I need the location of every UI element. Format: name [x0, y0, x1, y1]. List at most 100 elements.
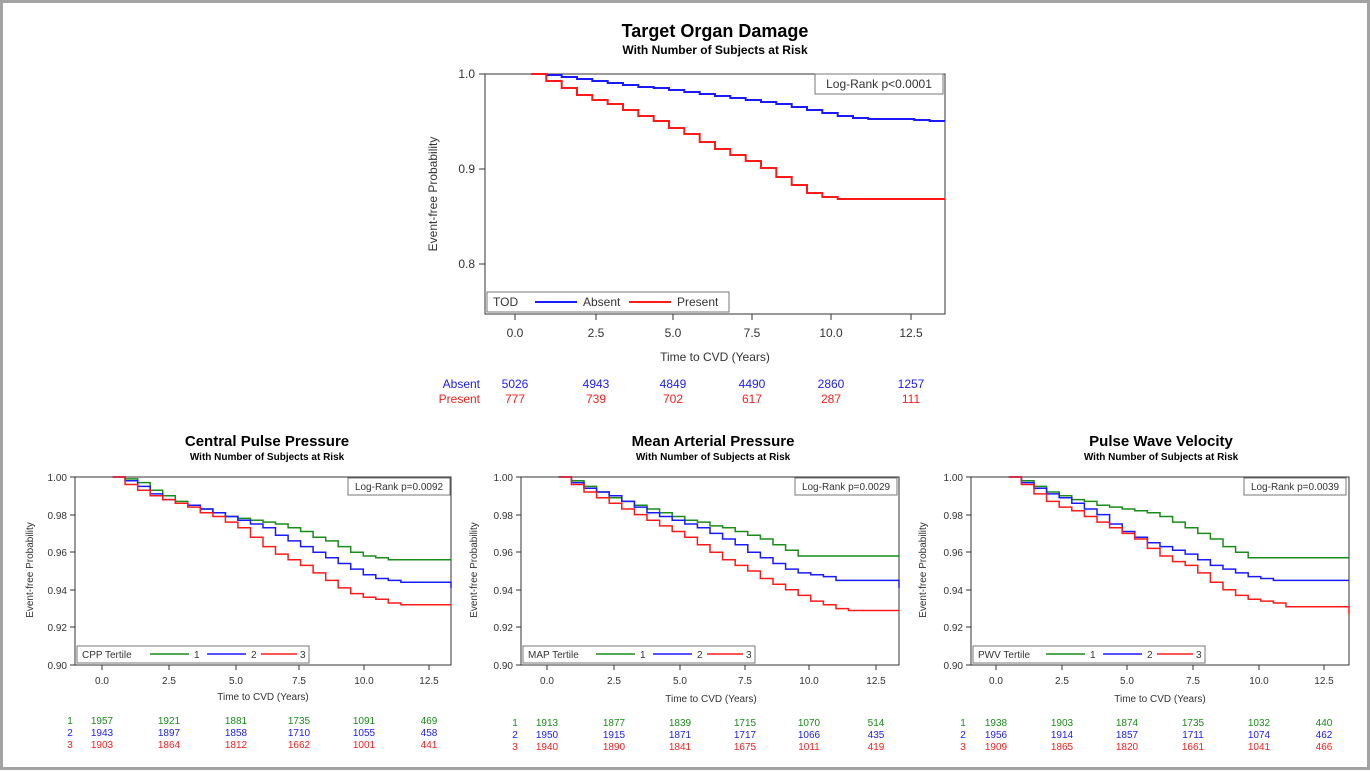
x-tick-label: 0.0 [540, 676, 554, 687]
x-ticks: 0.0 2.5 5.0 7.5 10.0 12.5 [95, 665, 439, 687]
risk-count: 1257 [898, 377, 925, 391]
risk-count: 111 [902, 392, 921, 406]
x-tick-label: 12.5 [419, 676, 439, 687]
x-tick-label: 2.5 [588, 326, 605, 340]
risk-count: 441 [421, 740, 438, 751]
risk-count: 440 [1316, 718, 1333, 729]
risk-count: 1940 [536, 742, 559, 753]
risk-row-label: Absent [443, 377, 481, 391]
x-tick-label: 10.0 [799, 676, 819, 687]
risk-count: 1091 [353, 716, 376, 727]
panel-central-pulse-pressure: Central Pulse Pressure With Number of Su… [25, 433, 452, 751]
annotation-box: Log-Rank p<0.0001 [814, 73, 944, 95]
legend-label-1: 1 [1090, 650, 1096, 661]
risk-table: 1 1913 1877 1839 1715 1070 514 2 1950 19… [512, 718, 885, 753]
risk-row-label: 3 [512, 742, 518, 753]
risk-count: 2860 [818, 377, 845, 391]
y-axis-label: Event-free Probability [918, 522, 929, 618]
risk-row-label: Present [439, 392, 481, 406]
plot-area [520, 476, 900, 666]
x-tick-label: 7.5 [738, 676, 752, 687]
x-tick-label: 12.5 [866, 676, 886, 687]
risk-count: 617 [742, 392, 762, 406]
legend: PWV Tertile 1 2 3 [972, 645, 1206, 664]
x-tick-label: 7.5 [292, 676, 306, 687]
risk-table: Absent 5026 4943 4849 4490 2860 1257 Pre… [439, 377, 925, 406]
risk-count: 1938 [985, 718, 1008, 729]
y-axis-label: Event-free Probability [25, 522, 36, 618]
legend-title: PWV Tertile [978, 650, 1030, 661]
risk-count: 462 [1316, 730, 1333, 741]
y-tick-label: 0.94 [494, 586, 514, 597]
legend-label-1: 1 [640, 650, 646, 661]
legend-label-3: 3 [1196, 650, 1202, 661]
risk-row-label: 2 [960, 730, 966, 741]
risk-count: 1957 [91, 716, 114, 727]
series-line-3 [1008, 476, 1350, 615]
risk-count: 1864 [158, 740, 181, 751]
risk-count: 1943 [91, 728, 114, 739]
y-tick-label: 0.8 [458, 257, 475, 271]
risk-count: 1903 [1051, 718, 1074, 729]
risk-count: 1717 [734, 730, 757, 741]
x-tick-label: 2.5 [607, 676, 621, 687]
y-tick-label: 0.98 [494, 511, 514, 522]
risk-row-label: 1 [512, 718, 518, 729]
risk-count: 1820 [1116, 742, 1139, 753]
risk-count: 1070 [798, 718, 821, 729]
legend: MAP Tertile 1 2 3 [522, 645, 756, 664]
series-line-2 [558, 476, 900, 588]
y-tick-label: 0.90 [494, 661, 514, 672]
x-tick-label: 5.0 [229, 676, 243, 687]
legend-label-3: 3 [746, 650, 752, 661]
panel-mean-arterial-pressure: Mean Arterial Pressure With Number of Su… [469, 433, 900, 753]
log-rank-annotation: Log-Rank p=0.0029 [802, 482, 891, 493]
x-tick-label: 10.0 [354, 676, 374, 687]
risk-count: 1956 [985, 730, 1008, 741]
series-line-present [531, 73, 945, 200]
y-axis-label: Event-free Probability [469, 522, 480, 618]
chart-title: Pulse Wave Velocity [1089, 433, 1233, 450]
risk-count: 435 [868, 730, 885, 741]
risk-count: 1881 [225, 716, 248, 727]
x-tick-label: 5.0 [1120, 676, 1134, 687]
legend-title: TOD [493, 295, 518, 309]
risk-count: 1675 [734, 742, 757, 753]
risk-count: 1074 [1248, 730, 1271, 741]
risk-count: 1865 [1051, 742, 1074, 753]
risk-count: 1871 [669, 730, 692, 741]
series-lines [112, 476, 452, 606]
x-axis-label: Time to CVD (Years) [665, 694, 757, 705]
y-tick-label: 0.92 [944, 623, 964, 634]
y-tick-label: 1.00 [944, 473, 964, 484]
risk-count: 1857 [1116, 730, 1139, 741]
legend-title: MAP Tertile [528, 650, 579, 661]
y-tick-label: 0.96 [944, 548, 964, 559]
series-lines [558, 476, 900, 612]
risk-row-label: 2 [512, 730, 518, 741]
y-ticks: 1.00 0.98 0.96 0.94 0.92 0.90 [48, 473, 75, 672]
plot-area [484, 73, 946, 315]
x-tick-label: 12.5 [1314, 676, 1334, 687]
risk-count: 1915 [603, 730, 626, 741]
risk-count: 1877 [603, 718, 626, 729]
risk-count: 1735 [288, 716, 311, 727]
chart-subtitle: With Number of Subjects at Risk [636, 452, 791, 463]
risk-count: 1812 [225, 740, 248, 751]
x-tick-label: 7.5 [744, 326, 761, 340]
risk-count: 702 [663, 392, 683, 406]
y-tick-label: 0.96 [48, 548, 68, 559]
risk-count: 469 [421, 716, 438, 727]
series-line-absent [531, 73, 945, 122]
chart-subtitle: With Number of Subjects at Risk [190, 452, 345, 463]
risk-count: 1890 [603, 742, 626, 753]
risk-count: 1055 [353, 728, 376, 739]
risk-count: 514 [868, 718, 885, 729]
plot-area [970, 476, 1350, 666]
risk-count: 419 [868, 742, 885, 753]
risk-count: 1950 [536, 730, 559, 741]
y-tick-label: 1.00 [48, 473, 68, 484]
y-ticks: 1.0 0.9 0.8 [458, 67, 485, 271]
x-tick-label: 2.5 [1055, 676, 1069, 687]
x-tick-label: 2.5 [162, 676, 176, 687]
